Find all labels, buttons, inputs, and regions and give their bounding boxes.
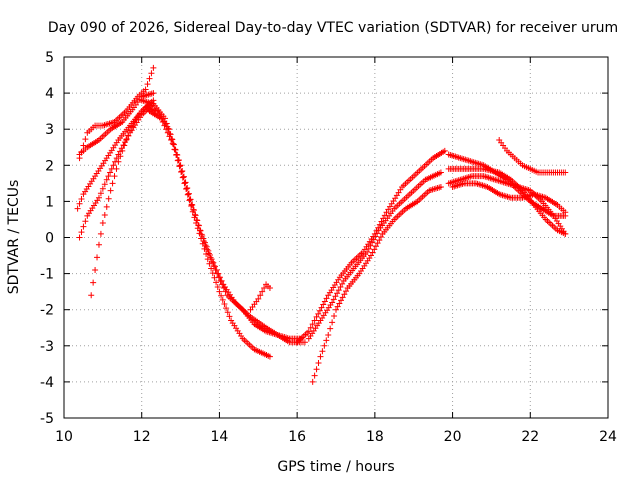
y-tick-label: -4: [40, 375, 54, 391]
data-points: [74, 64, 569, 385]
series-track-2: [76, 90, 157, 158]
point-markers: [142, 104, 308, 346]
series-track-17: [496, 137, 569, 176]
y-tick-label: -5: [40, 411, 54, 427]
grid: [64, 57, 608, 418]
x-tick-label: 22: [521, 429, 539, 445]
y-tick-label: -1: [40, 267, 54, 283]
y-tick-label: 5: [45, 50, 54, 66]
y-tick-label: -2: [40, 303, 54, 319]
point-markers: [294, 147, 448, 346]
y-tick-label: -3: [40, 339, 54, 355]
y-axis-label: SDTVAR / TECUs: [6, 180, 22, 295]
y-tick-label: 3: [45, 122, 54, 138]
point-markers: [76, 64, 157, 162]
series-track-1: [76, 64, 157, 162]
plot-frame: [63, 56, 609, 419]
series-track-8: [146, 108, 273, 360]
y-tick-label: 2: [45, 158, 54, 174]
x-tick-label: 18: [366, 429, 384, 445]
series-track-9: [247, 281, 273, 313]
series-track-16: [449, 180, 569, 216]
point-markers: [305, 169, 444, 342]
series-track-7: [142, 104, 308, 346]
series-track-12: [309, 183, 444, 385]
point-markers: [449, 180, 569, 216]
x-tick-label: 12: [133, 429, 151, 445]
series-track-14: [445, 173, 569, 237]
x-axis-label: GPS time / hours: [277, 459, 394, 475]
y-tick-label: 4: [45, 86, 54, 102]
point-markers: [247, 281, 273, 313]
x-tick-label: 24: [599, 429, 617, 445]
series-track-6: [138, 97, 305, 342]
y-tick-label: 1: [45, 194, 54, 210]
y-tick-labels: -5 -4 -3 -2 -1 0 1 2 3 4 5: [40, 50, 54, 427]
point-markers: [76, 90, 157, 158]
x-tick-label: 10: [55, 429, 73, 445]
series-track-5: [88, 100, 153, 299]
x-tick-label: 16: [288, 429, 306, 445]
x-tick-label: 20: [444, 429, 462, 445]
x-tick-label: 14: [211, 429, 229, 445]
point-markers: [138, 97, 305, 342]
x-tick-labels: 10 12 14 16 18 20 22 24: [55, 429, 617, 445]
y-tick-label: 0: [45, 231, 54, 247]
chart-title: Day 090 of 2026, Sidereal Day-to-day VTE…: [48, 20, 618, 36]
point-markers: [88, 100, 153, 299]
point-markers: [309, 183, 444, 385]
series-track-10: [294, 147, 448, 346]
point-markers: [445, 173, 569, 237]
point-markers: [496, 137, 569, 176]
series-track-11: [305, 169, 444, 342]
point-markers: [146, 108, 273, 360]
